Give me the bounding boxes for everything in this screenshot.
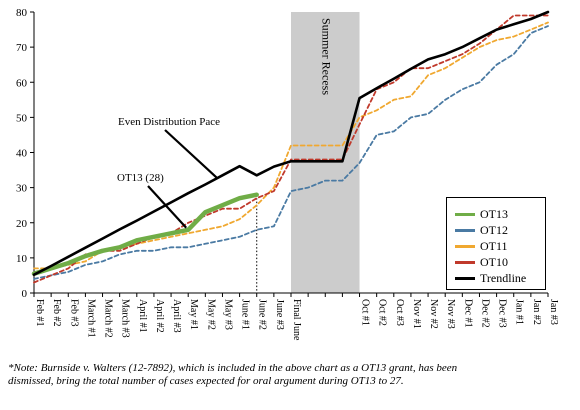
y-tick-label: 80 [16,7,28,19]
x-tick-label: Final June [291,299,302,341]
x-tick-label: April #2 [154,299,165,333]
x-tick-label: Jan #1 [514,299,525,325]
x-tick-label: Nov #3 [445,299,456,329]
x-tick-label: May #1 [188,299,199,330]
footnote-line-2: dismissed, bring the total number of cas… [8,375,404,387]
legend-label: OT12 [480,222,508,237]
x-tick-label: May #3 [222,299,233,330]
x-tick-label: May #2 [205,299,216,330]
summer-recess-rect [291,12,360,293]
series-line-ot12 [33,25,549,280]
legend-label: OT11 [480,238,508,253]
legend-item-trendline: Trendline [455,270,545,286]
legend-label: Trendline [480,270,527,285]
x-tick-label: March #3 [120,299,131,338]
legend-item-ot10: OT10 [455,254,545,270]
annotations: Even Distribution Pace OT13 (28) [117,116,220,229]
x-tick-label: Nov #2 [428,299,439,329]
x-tick-label: Oct #3 [394,299,405,326]
y-tick-label: 50 [16,112,28,124]
legend-swatch [455,212,475,216]
x-tick-label: March #1 [85,299,96,338]
x-tick-label: June #3 [274,299,285,330]
legend-swatch [455,260,475,264]
y-tick-label: 0 [22,288,28,300]
x-tick-label: Jan #2 [531,299,542,325]
x-tick-label: Dec #1 [462,299,473,328]
x-tick-label: Feb #2 [51,299,62,327]
legend-item-ot12: OT12 [455,222,545,238]
x-tick-label: March #2 [103,299,114,338]
summer-recess-label: Summer Recess [320,18,334,95]
axes: 0 10 20 30 40 50 60 70 80 Feb #1 Feb #2 Feb #3 March… [16,7,559,341]
y-tick-label: 60 [16,77,28,89]
annotation-even-distribution-pace: Even Distribution Pace [118,116,220,128]
footnote-line-1: *Note: Burnside v. Walters (12-7892), wh… [8,362,458,374]
series-line-ot11 [33,21,549,270]
x-tick-label: June #2 [257,299,268,330]
x-tick-label: Dec #2 [479,299,490,328]
y-tick-label: 70 [16,42,28,54]
y-tick-label: 40 [16,148,28,160]
x-tick-label: April #3 [171,299,182,333]
x-tick-label: Feb #1 [34,299,45,327]
x-tick-label: June #1 [240,299,251,330]
legend-swatch [455,228,475,232]
legend-item-ot11: OT11 [455,238,545,254]
annotation-ot13: OT13 (28) [117,172,164,184]
x-tick-label: Nov #1 [411,299,422,329]
series-line-ot13 [31,192,259,276]
legend: OT13 OT12 OT11 OT10 Trendline [446,197,546,290]
x-tick-label: Jan #3 [548,299,559,325]
legend-label: OT10 [480,254,508,269]
x-tick-label: Dec #3 [497,299,508,328]
x-tick-label: April #1 [137,299,148,333]
x-tick-label: Oct #1 [360,299,371,326]
series-line-ot10 [33,14,549,284]
x-tick-label: Oct #2 [377,299,388,326]
series-lines [31,10,550,284]
y-tick-label: 30 [16,183,28,195]
x-tick-label: Feb #3 [68,299,79,327]
legend-label: OT13 [480,206,508,221]
legend-swatch [455,244,475,248]
y-tick-label: 20 [16,218,28,230]
annotation-pointer-line [164,129,218,179]
footnote: *Note: Burnside v. Walters (12-7892), wh… [8,362,574,388]
y-tick-label: 10 [16,253,28,265]
series-line-trendline [32,10,550,276]
summer-recess-band: Summer Recess [291,12,360,293]
legend-item-ot13: OT13 [455,206,545,222]
annotation-ot13-pointer [147,185,188,229]
legend-swatch [455,276,475,280]
